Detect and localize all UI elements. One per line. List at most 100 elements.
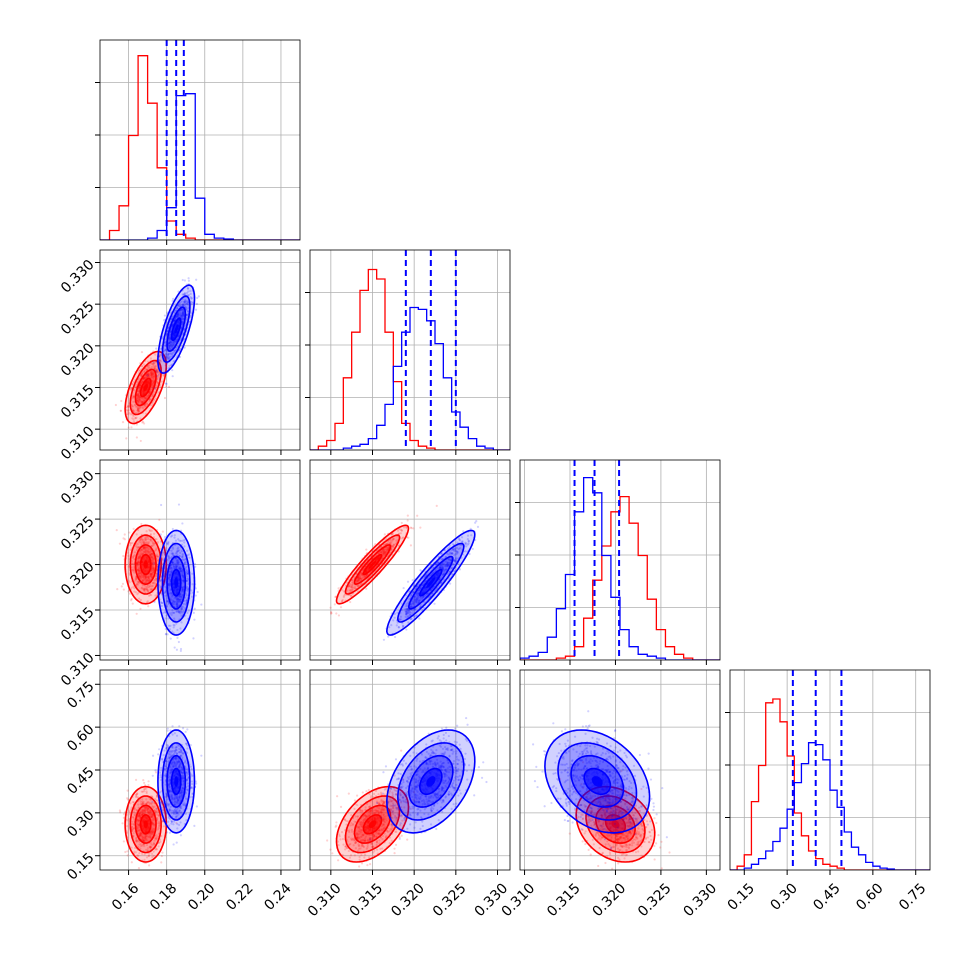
- scatter-point: [143, 839, 146, 842]
- scatter-point: [136, 562, 139, 565]
- scatter-point: [180, 610, 183, 613]
- scatter-point: [173, 611, 176, 614]
- scatter-point: [152, 372, 155, 376]
- scatter-point: [443, 570, 446, 573]
- scatter-point: [141, 813, 144, 816]
- scatter-point: [161, 551, 165, 554]
- scatter-point: [136, 823, 139, 826]
- scatter-point: [139, 847, 142, 850]
- scatter-point: [147, 373, 150, 376]
- scatter-point: [350, 594, 353, 597]
- scatter-point: [171, 553, 175, 556]
- scatter-point: [130, 566, 134, 569]
- scatter-point: [146, 835, 150, 838]
- scatter-point: [138, 843, 141, 846]
- scatter-point: [167, 327, 170, 330]
- scatter-point: [143, 397, 147, 400]
- scatter-point: [171, 552, 174, 555]
- scatter-point: [179, 600, 182, 603]
- scatter-point: [135, 416, 138, 419]
- scatter-point: [177, 610, 180, 614]
- scatter-point: [329, 606, 332, 609]
- scatter-point: [143, 589, 146, 593]
- scatter-point: [187, 290, 190, 293]
- scatter-point: [155, 837, 158, 840]
- scatter-point: [156, 563, 159, 567]
- scatter-point: [186, 287, 190, 290]
- scatter-point: [149, 813, 152, 816]
- scatter-point: [137, 560, 140, 563]
- scatter-point: [137, 557, 140, 560]
- scatter-point: [146, 546, 149, 549]
- scatter-point: [132, 418, 135, 421]
- scatter-point: [424, 594, 427, 597]
- scatter-point: [406, 514, 409, 517]
- scatter-point: [136, 792, 139, 796]
- scatter-point: [162, 611, 165, 614]
- scatter-point: [175, 566, 178, 570]
- scatter-point: [137, 803, 140, 806]
- scatter-point: [178, 610, 181, 614]
- histogram-red: [310, 268, 510, 450]
- scatter-point: [138, 386, 141, 390]
- scatter-point: [141, 844, 144, 847]
- scatter-point: [156, 799, 159, 802]
- scatter-point: [193, 618, 196, 621]
- scatter-point: [194, 565, 197, 568]
- y-tick-label: 0.315: [58, 604, 98, 644]
- scatter-point: [123, 533, 126, 536]
- scatter-point: [407, 536, 410, 539]
- scatter-point: [169, 355, 172, 358]
- scatter-point: [439, 567, 442, 570]
- scatter-point: [167, 541, 170, 545]
- scatter-point: [155, 555, 158, 558]
- scatter-point: [175, 315, 179, 318]
- scatter-point: [175, 551, 178, 554]
- scatter-point: [152, 829, 155, 832]
- scatter-point: [132, 832, 135, 835]
- scatter-point: [168, 341, 171, 345]
- scatter-point: [409, 603, 413, 606]
- scatter-point: [145, 368, 148, 371]
- scatter-point: [181, 320, 185, 323]
- scatter-point: [137, 407, 140, 410]
- scatter-point: [176, 603, 179, 606]
- scatter-point: [149, 574, 152, 577]
- scatter-point: [174, 600, 178, 603]
- scatter-point: [144, 577, 147, 580]
- scatter-point: [178, 567, 181, 571]
- scatter-point: [168, 574, 171, 577]
- scatter-point: [176, 315, 180, 318]
- scatter-point: [144, 809, 147, 812]
- scatter-point: [152, 372, 155, 375]
- scatter-point: [170, 569, 173, 572]
- scatter-point: [146, 372, 149, 376]
- scatter-point: [178, 355, 182, 359]
- scatter-point: [143, 546, 146, 549]
- scatter-point: [129, 802, 132, 805]
- scatter-point: [193, 607, 196, 610]
- scatter-point: [173, 597, 176, 600]
- scatter-point: [167, 342, 170, 345]
- scatter-point: [440, 552, 443, 555]
- scatter-point: [357, 584, 360, 587]
- scatter-point: [421, 608, 424, 612]
- scatter-point: [444, 568, 448, 571]
- scatter-point: [149, 370, 153, 373]
- scatter-point: [176, 547, 179, 550]
- scatter-point: [179, 567, 182, 570]
- scatter-point: [170, 591, 173, 594]
- scatter-point: [448, 546, 451, 549]
- scatter-point: [168, 576, 172, 579]
- scatter-point: [144, 549, 147, 552]
- scatter-point: [404, 613, 408, 616]
- scatter-point: [410, 605, 414, 608]
- scatter-point: [185, 568, 188, 572]
- scatter-point: [155, 577, 158, 581]
- scatter-point: [163, 571, 166, 574]
- scatter-point: [174, 567, 177, 570]
- scatter-point: [190, 297, 193, 300]
- scatter-point: [415, 596, 418, 599]
- scatter-point: [149, 550, 152, 553]
- scatter-point: [169, 566, 172, 569]
